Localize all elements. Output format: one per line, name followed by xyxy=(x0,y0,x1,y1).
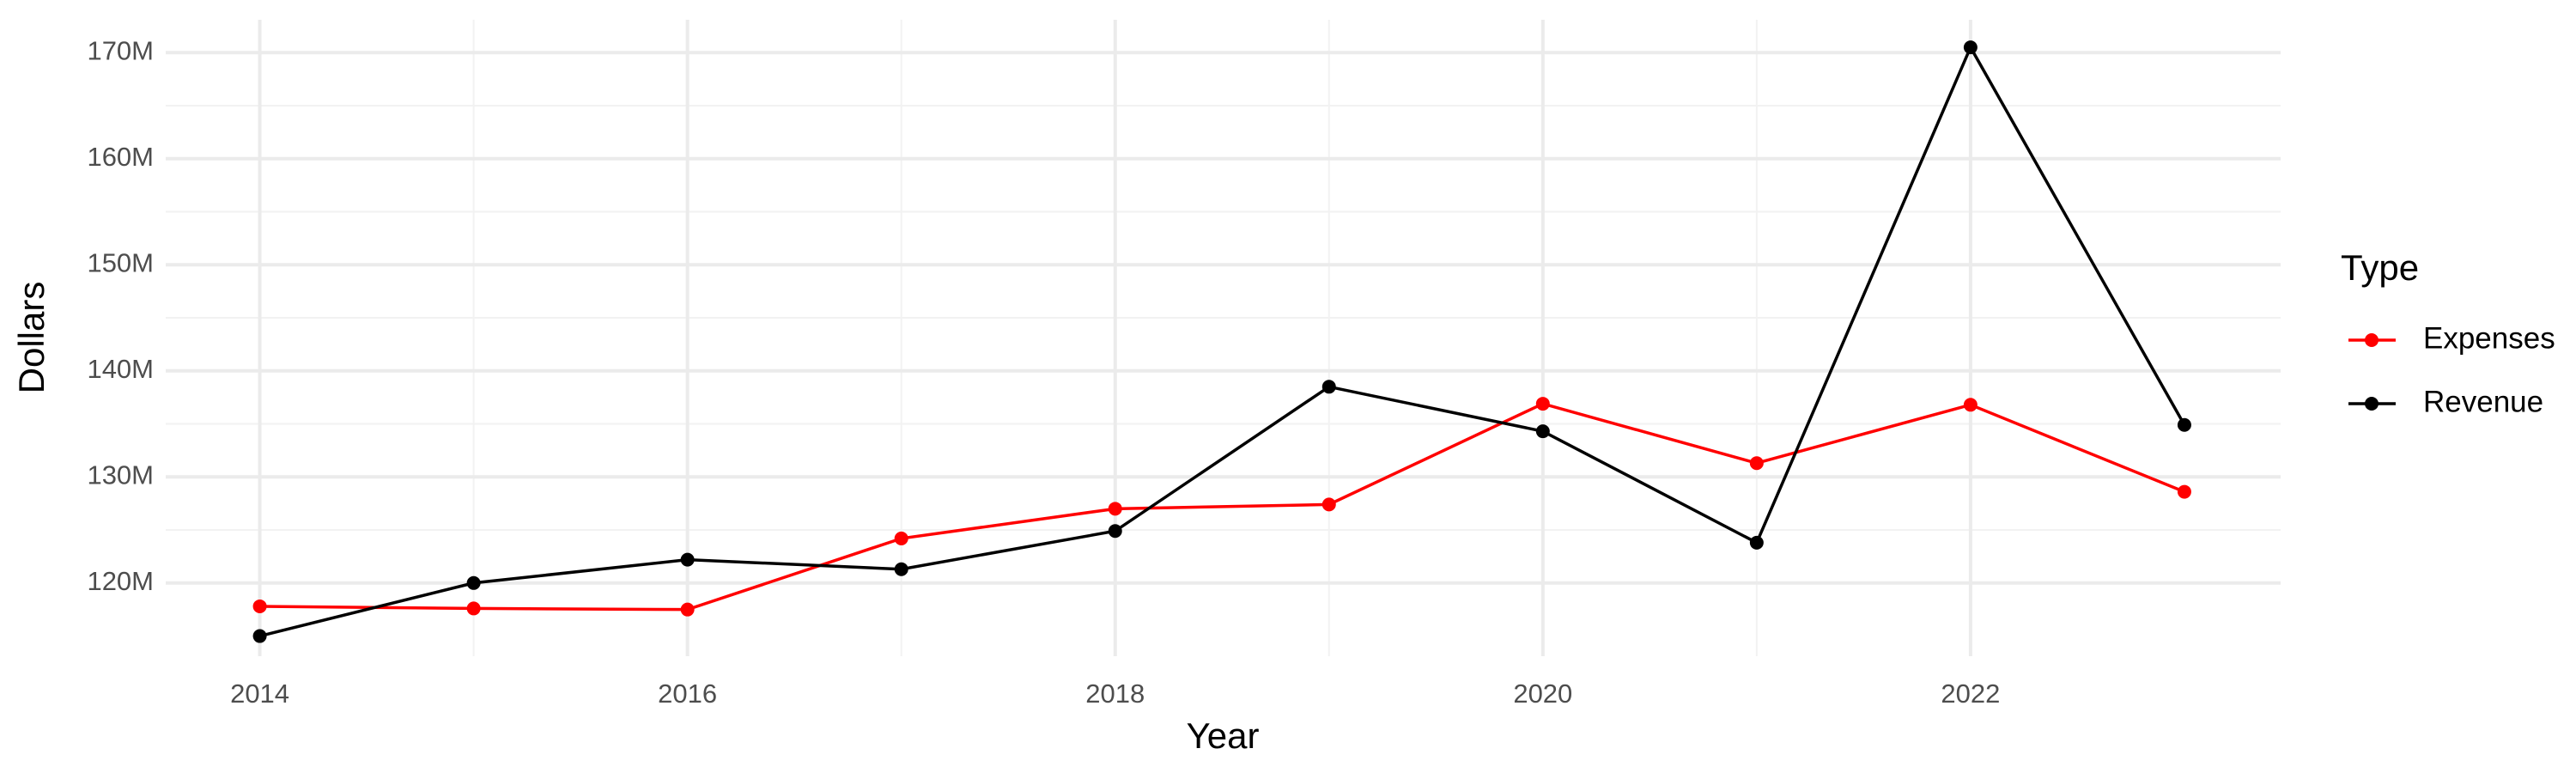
y-tick-label: 120M xyxy=(87,566,154,596)
data-point xyxy=(466,601,481,616)
data-point xyxy=(680,602,695,617)
legend-title: Type xyxy=(2341,247,2419,288)
data-point xyxy=(466,575,481,590)
data-point xyxy=(1963,398,1978,412)
y-tick-label: 170M xyxy=(87,35,154,65)
data-point xyxy=(252,599,267,613)
legend-label: Revenue xyxy=(2423,385,2543,418)
x-tick-label: 2022 xyxy=(1941,679,2000,709)
legend-label: Expenses xyxy=(2423,321,2555,355)
data-point xyxy=(1749,535,1764,550)
x-tick-label: 2016 xyxy=(658,679,717,709)
data-point xyxy=(252,629,267,643)
series-line xyxy=(259,402,2185,612)
data-point xyxy=(1535,424,1550,439)
y-tick-label: 130M xyxy=(87,460,154,490)
x-tick-label: 2014 xyxy=(230,679,289,709)
data-point xyxy=(1108,502,1122,516)
series-line xyxy=(259,44,2186,638)
data-point xyxy=(1535,397,1550,411)
data-point xyxy=(1963,40,1978,55)
data-point xyxy=(894,562,908,576)
data-point xyxy=(2177,417,2191,432)
data-point xyxy=(1321,380,1336,394)
y-axis-title: Dollars xyxy=(11,282,52,394)
data-point xyxy=(680,552,695,567)
x-tick-label: 2020 xyxy=(1513,679,1572,709)
data-point xyxy=(894,531,908,545)
y-tick-label: 160M xyxy=(87,142,154,172)
x-axis-title: Year xyxy=(1187,715,1260,756)
data-point xyxy=(2177,484,2191,499)
y-tick-label: 140M xyxy=(87,354,154,384)
data-point xyxy=(1321,497,1336,512)
data-point xyxy=(1108,524,1122,539)
y-tick-label: 150M xyxy=(87,247,154,277)
legend-point xyxy=(2365,397,2379,411)
x-tick-label: 2018 xyxy=(1085,679,1145,709)
legend-point xyxy=(2365,333,2379,347)
data-point xyxy=(1749,456,1764,471)
